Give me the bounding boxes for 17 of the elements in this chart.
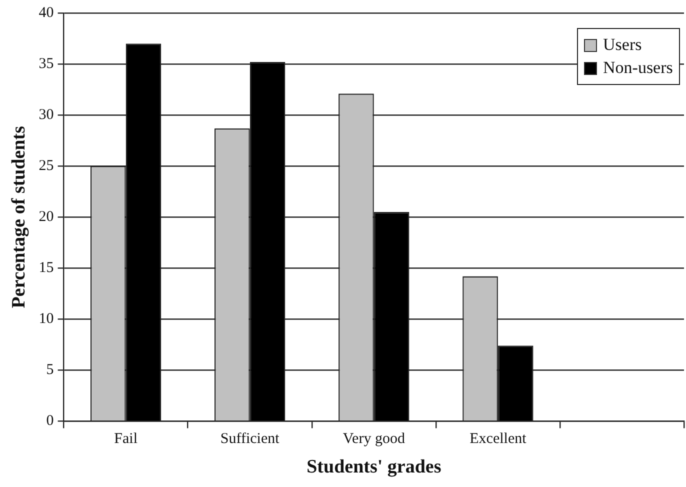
- y-tick-label: 30: [38, 106, 54, 123]
- legend-label: Non-users: [603, 58, 673, 78]
- y-tick-label: 25: [38, 158, 54, 174]
- y-tick-label: 10: [38, 311, 54, 328]
- legend-label: Users: [603, 35, 642, 55]
- x-tick-label: Very good: [342, 431, 406, 448]
- y-tick-label: 20: [38, 209, 54, 226]
- x-tick-label: Fail: [114, 431, 138, 448]
- x-tick-label: Sufficient: [220, 431, 280, 448]
- y-tick-label: 40: [38, 4, 54, 21]
- y-axis-title: Percentage of students: [8, 126, 30, 308]
- y-tick-label: 5: [46, 362, 54, 378]
- x-axis-title: Students' grades: [306, 456, 442, 478]
- y-tick-label: 0: [46, 413, 54, 430]
- x-tick-label: Excellent: [470, 431, 528, 448]
- y-tick-label: 15: [38, 260, 54, 276]
- y-tick-label: 35: [38, 56, 54, 72]
